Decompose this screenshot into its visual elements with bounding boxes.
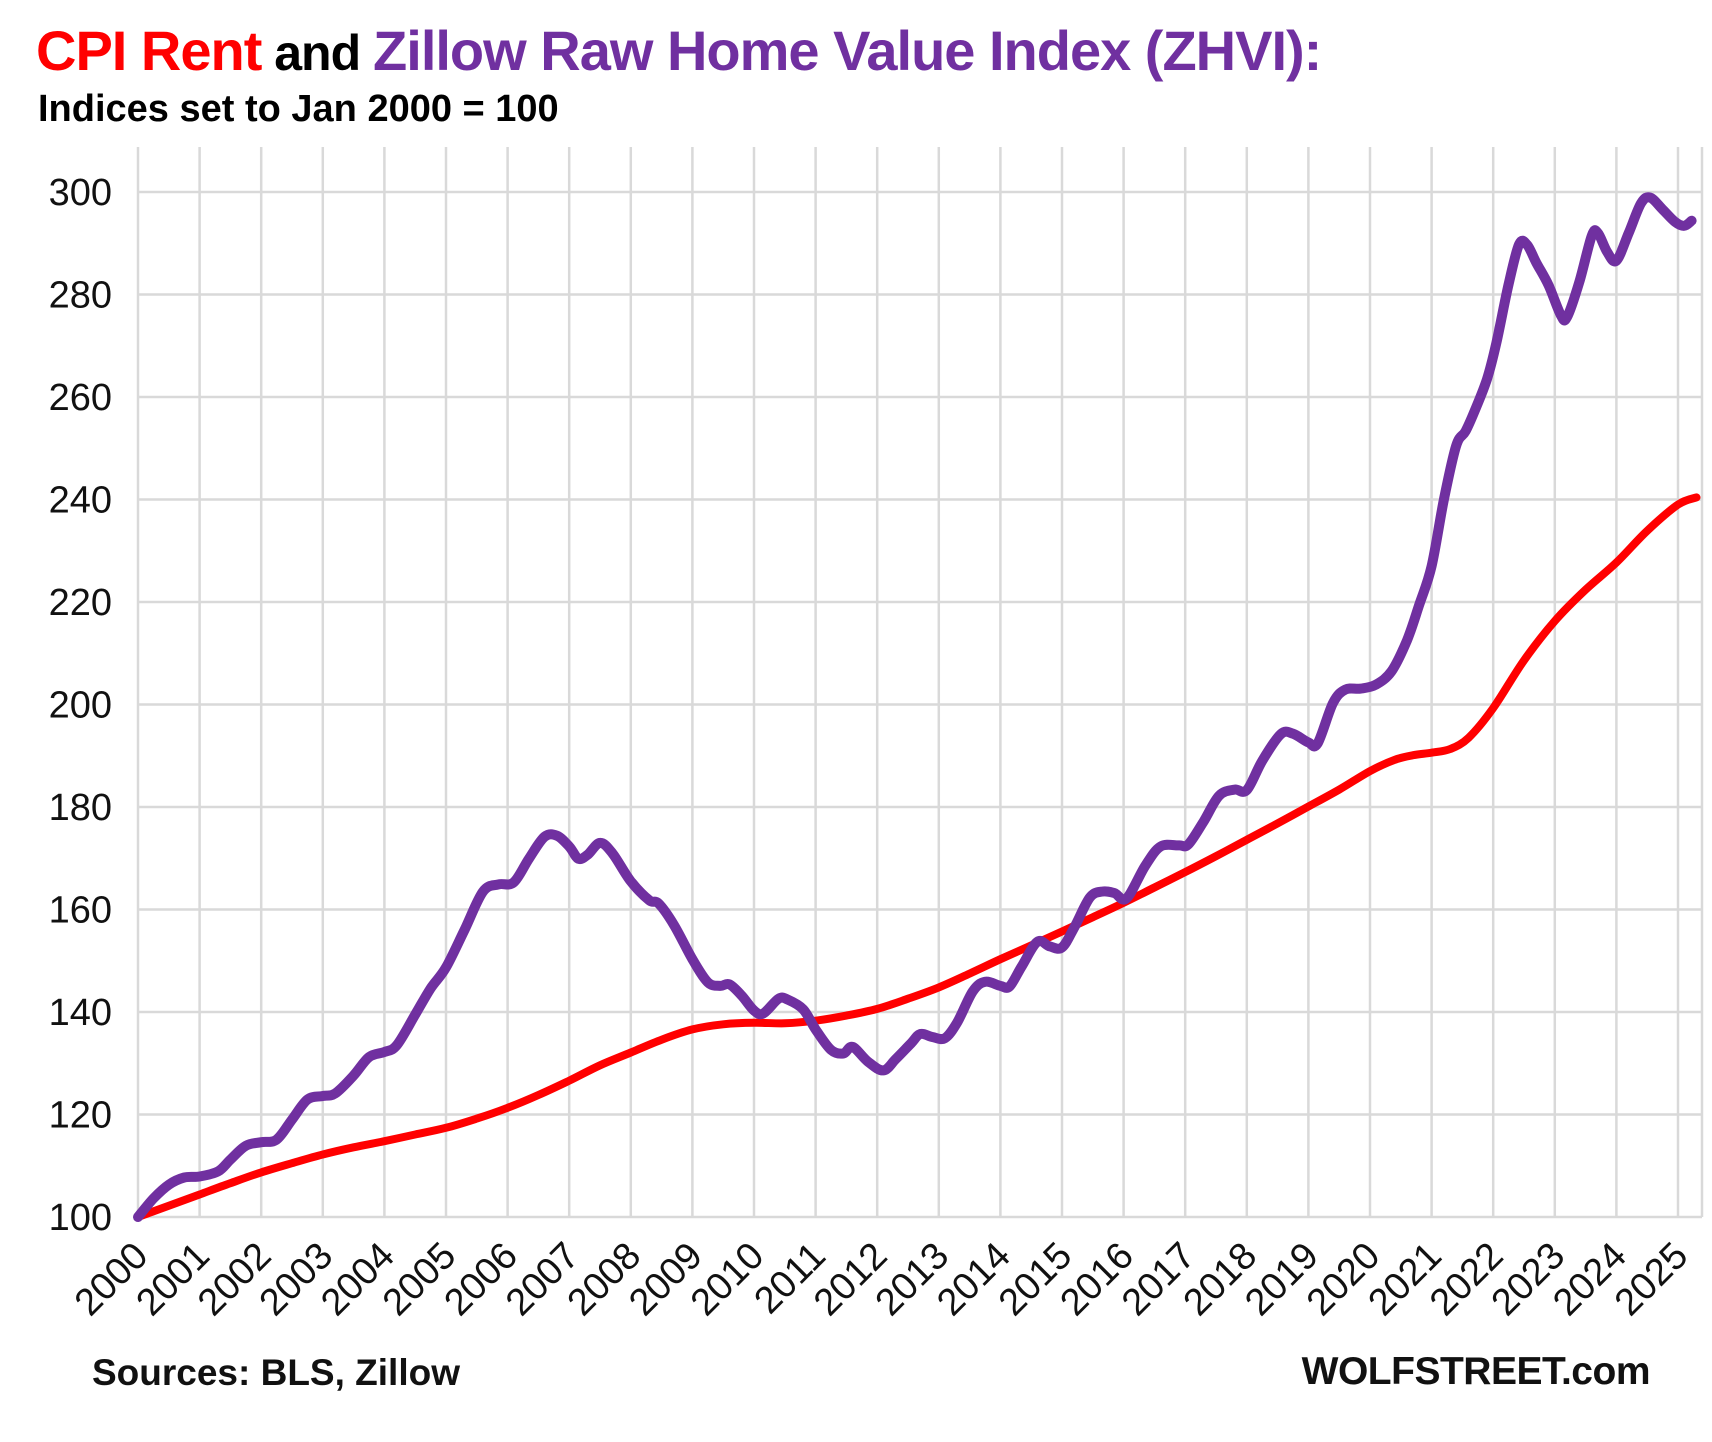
- y-tick-label: 100: [49, 1197, 112, 1239]
- y-tick-label: 120: [49, 1095, 112, 1137]
- y-tick-label: 160: [49, 890, 112, 932]
- y-tick-label: 280: [49, 275, 112, 317]
- x-axis-tick-labels: 2000200120022003200420052006200720082009…: [67, 1235, 1696, 1324]
- y-axis-tick-labels: 100 120 140 160 180 200 220 240 260 280 300: [49, 172, 112, 1239]
- sources-note: Sources: BLS, Zillow: [92, 1352, 460, 1393]
- y-tick-label: 300: [49, 172, 112, 214]
- series-line-cpi-rent: [134, 493, 1701, 1221]
- y-tick-label: 260: [49, 377, 112, 419]
- series-line-zillow-raw-home-value-index-zhvi: [133, 192, 1697, 1222]
- y-tick-label: 200: [49, 685, 112, 727]
- y-tick-label: 240: [49, 480, 112, 522]
- chart-title-zhvi: Zillow Raw Home Value Index (ZHVI):: [373, 19, 1322, 82]
- wolfstreet-logo-text: WOLFSTREET.com: [1301, 1350, 1651, 1393]
- y-tick-label: 140: [49, 992, 112, 1034]
- y-tick-label: 220: [49, 582, 112, 624]
- chart-title: CPI Rent and Zillow Raw Home Value Index…: [36, 18, 1322, 83]
- chart-title-cpi-rent: CPI Rent: [36, 19, 262, 82]
- chart-subtitle: Indices set to Jan 2000 = 100: [38, 88, 559, 130]
- y-tick-label: 180: [49, 787, 112, 829]
- data-series: [133, 192, 1701, 1222]
- chart-title-and: and: [261, 25, 374, 81]
- x-tick-label: 2025: [1607, 1235, 1696, 1324]
